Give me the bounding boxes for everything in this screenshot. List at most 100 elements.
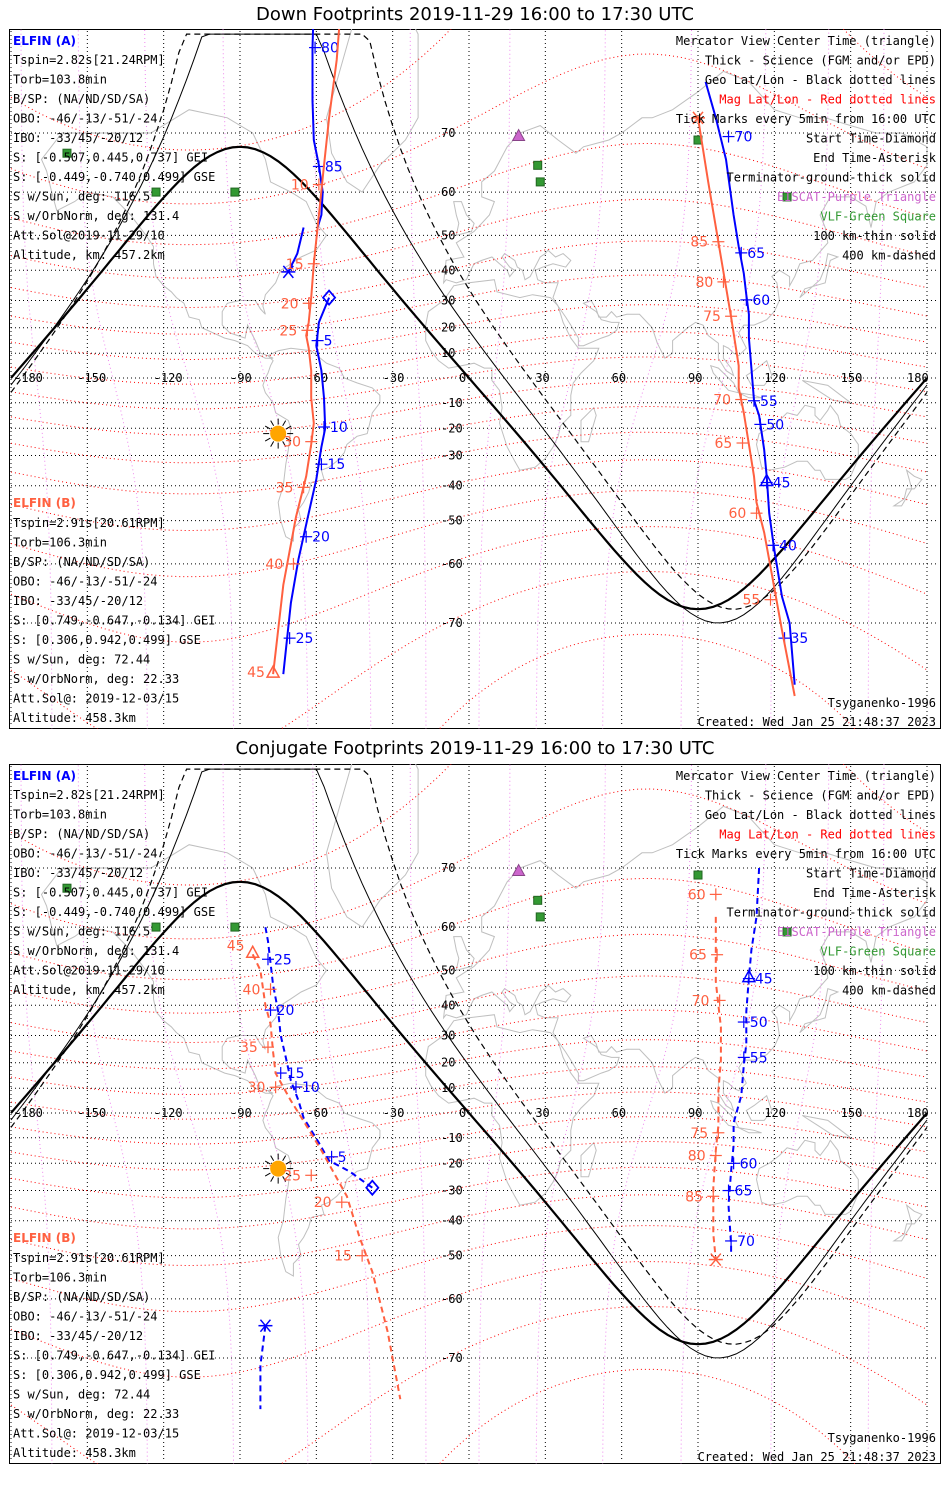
mag-meridians — [20, 764, 885, 1464]
footprint-track — [272, 29, 341, 675]
coastline — [325, 29, 419, 193]
footprint-track — [311, 29, 324, 228]
sun-ray — [270, 1155, 275, 1162]
elfin-a-line: Tspin=2.82s[21.24RPM] — [13, 53, 165, 67]
sun-ray — [282, 1176, 287, 1182]
coastline — [755, 1139, 859, 1215]
tick-label: 45 — [755, 972, 773, 988]
coastline — [40, 109, 328, 359]
elfin-b-line: S w/Sun, deg: 72.44 — [13, 653, 150, 667]
lon-tick-label: -30 — [383, 1106, 405, 1120]
tick-label: 60 — [752, 293, 770, 309]
vlf-square — [62, 148, 72, 158]
tick-label: 25 — [274, 952, 292, 968]
elfin-b-info: ELFIN (B) Tspin=2.91s[20.61RPM] Torb=106.3… — [13, 496, 215, 725]
lat-tick-label: 40 — [441, 263, 455, 277]
coastline — [745, 359, 773, 386]
model-name: Tsyganenko-1996 — [828, 1431, 936, 1445]
elfin-a-info: ELFIN (A) Tspin=2.82s[21.24RPM] Torb=103.8… — [13, 34, 215, 262]
tick-label: 20 — [312, 530, 330, 546]
map-panel-down: -180 -150 -120 -90 -60 -30 0 30 60 90 120 150 180 -70… — [9, 29, 941, 729]
elfin-b-line: IBO: -33/45/-20/12 — [13, 1329, 143, 1343]
elfin-a-line: IBO: -33/45/-20/12 — [13, 866, 143, 880]
start-diamond — [365, 1179, 380, 1197]
footprint-track — [287, 227, 305, 273]
mag-lat-line — [10, 1091, 928, 1145]
lat-tick-label: -20 — [441, 1156, 463, 1170]
track-ca2 — [258, 1319, 273, 1410]
tick-label: 80 — [695, 275, 713, 291]
tick-label: 5 — [324, 334, 333, 350]
tick-label: 85 — [325, 159, 343, 175]
elfin-b-line: Tspin=2.91s[20.61RPM] — [13, 1251, 165, 1265]
legend-item: VLF-Green Square — [820, 945, 936, 959]
legend-item: 100 km-thin solid — [813, 229, 936, 243]
tick-label: 60 — [740, 1156, 758, 1172]
coastline — [40, 844, 328, 1094]
elfin-b-line: Altitude: 458.3km — [13, 1446, 136, 1460]
sun-ray — [282, 441, 287, 447]
end-asterisk — [259, 1319, 272, 1333]
coastline — [425, 1014, 600, 1206]
center-triangle — [265, 664, 281, 678]
elfin-b-line: OBO: -46/-13/-51/-24 — [13, 575, 158, 589]
sun-icon — [263, 1153, 294, 1184]
elfin-b-line: OBO: -46/-13/-51/-24 — [13, 1310, 158, 1324]
legend-item: End Time-Asterisk — [813, 886, 937, 900]
lon-tick-label: -180 — [14, 1106, 43, 1120]
eiscat-triangle — [511, 128, 526, 142]
mag-lat-line — [10, 1039, 928, 1096]
vlf-square — [535, 912, 545, 922]
vlf-square — [230, 187, 240, 197]
lat-tick-label: -20 — [441, 421, 463, 435]
lat-tick-label: 60 — [441, 920, 455, 934]
mag-lat-line — [10, 1066, 928, 1120]
elfin-a-line: IBO: -33/45/-20/12 — [13, 131, 143, 145]
elfin-a-line: Tspin=2.82s[21.24RPM] — [13, 788, 165, 802]
lon-tick-label: -150 — [77, 371, 106, 385]
tick-label: 5 — [338, 1150, 347, 1166]
tick-label: 30 — [283, 435, 301, 451]
elfin-a-line: S: [-0.449,-0.740,0.499] GSE — [13, 905, 215, 919]
tick-label: 45 — [247, 665, 265, 681]
lat-tick-label: -40 — [441, 1214, 463, 1228]
lat-tick-label: -50 — [441, 514, 463, 528]
sun-ray — [282, 1155, 287, 1162]
mag-meridian — [20, 29, 53, 729]
elfin-b-line: Torb=106.3min — [13, 1271, 107, 1285]
end-asterisk — [282, 265, 294, 279]
lon-tick-label: -60 — [306, 371, 328, 385]
end-asterisk — [692, 111, 704, 125]
legend-item: Mag Lat/Lon - Red dotted lines — [719, 828, 936, 842]
terminator-100km — [10, 768, 928, 1359]
lat-tick-label: 60 — [441, 185, 455, 199]
lat-tick-label: -70 — [441, 1351, 463, 1365]
lat-tick-label: -10 — [441, 396, 463, 410]
mag-lat-line — [438, 1368, 856, 1464]
tick-label: 55 — [760, 394, 778, 410]
lon-tick-label: -150 — [77, 1106, 106, 1120]
footprint-track — [704, 81, 796, 685]
lon-tick-label: 0 — [459, 371, 466, 385]
vlf-square — [782, 192, 792, 202]
tick-label: 15 — [286, 257, 304, 273]
start-diamond — [321, 289, 337, 306]
lon-tick-label: 90 — [688, 1106, 702, 1120]
elfin-a-title: ELFIN (A) — [13, 769, 76, 783]
legend-item: Terminator-ground-thick solid — [726, 171, 936, 185]
lat-tick-label: -30 — [441, 449, 463, 463]
tick-label: 20 — [314, 1195, 332, 1211]
elfin-b-line: Torb=106.3min — [13, 536, 107, 550]
lon-tick-label: 60 — [612, 1106, 626, 1120]
sun-ray — [264, 1160, 271, 1165]
mag-lat-line — [10, 526, 928, 643]
mag-lat-line — [438, 633, 856, 729]
tick-label: 10 — [302, 1080, 320, 1096]
elfin-b-line: S: [0.749,-0.647,-0.134] GEI — [13, 614, 215, 628]
lat-tick-label: 40 — [441, 998, 455, 1012]
center-triangle — [759, 472, 774, 487]
coastline — [325, 764, 419, 928]
elfin-a-title: ELFIN (A) — [13, 34, 76, 48]
legend-item: End Time-Asterisk — [813, 151, 937, 165]
tick-label: 15 — [327, 457, 345, 473]
